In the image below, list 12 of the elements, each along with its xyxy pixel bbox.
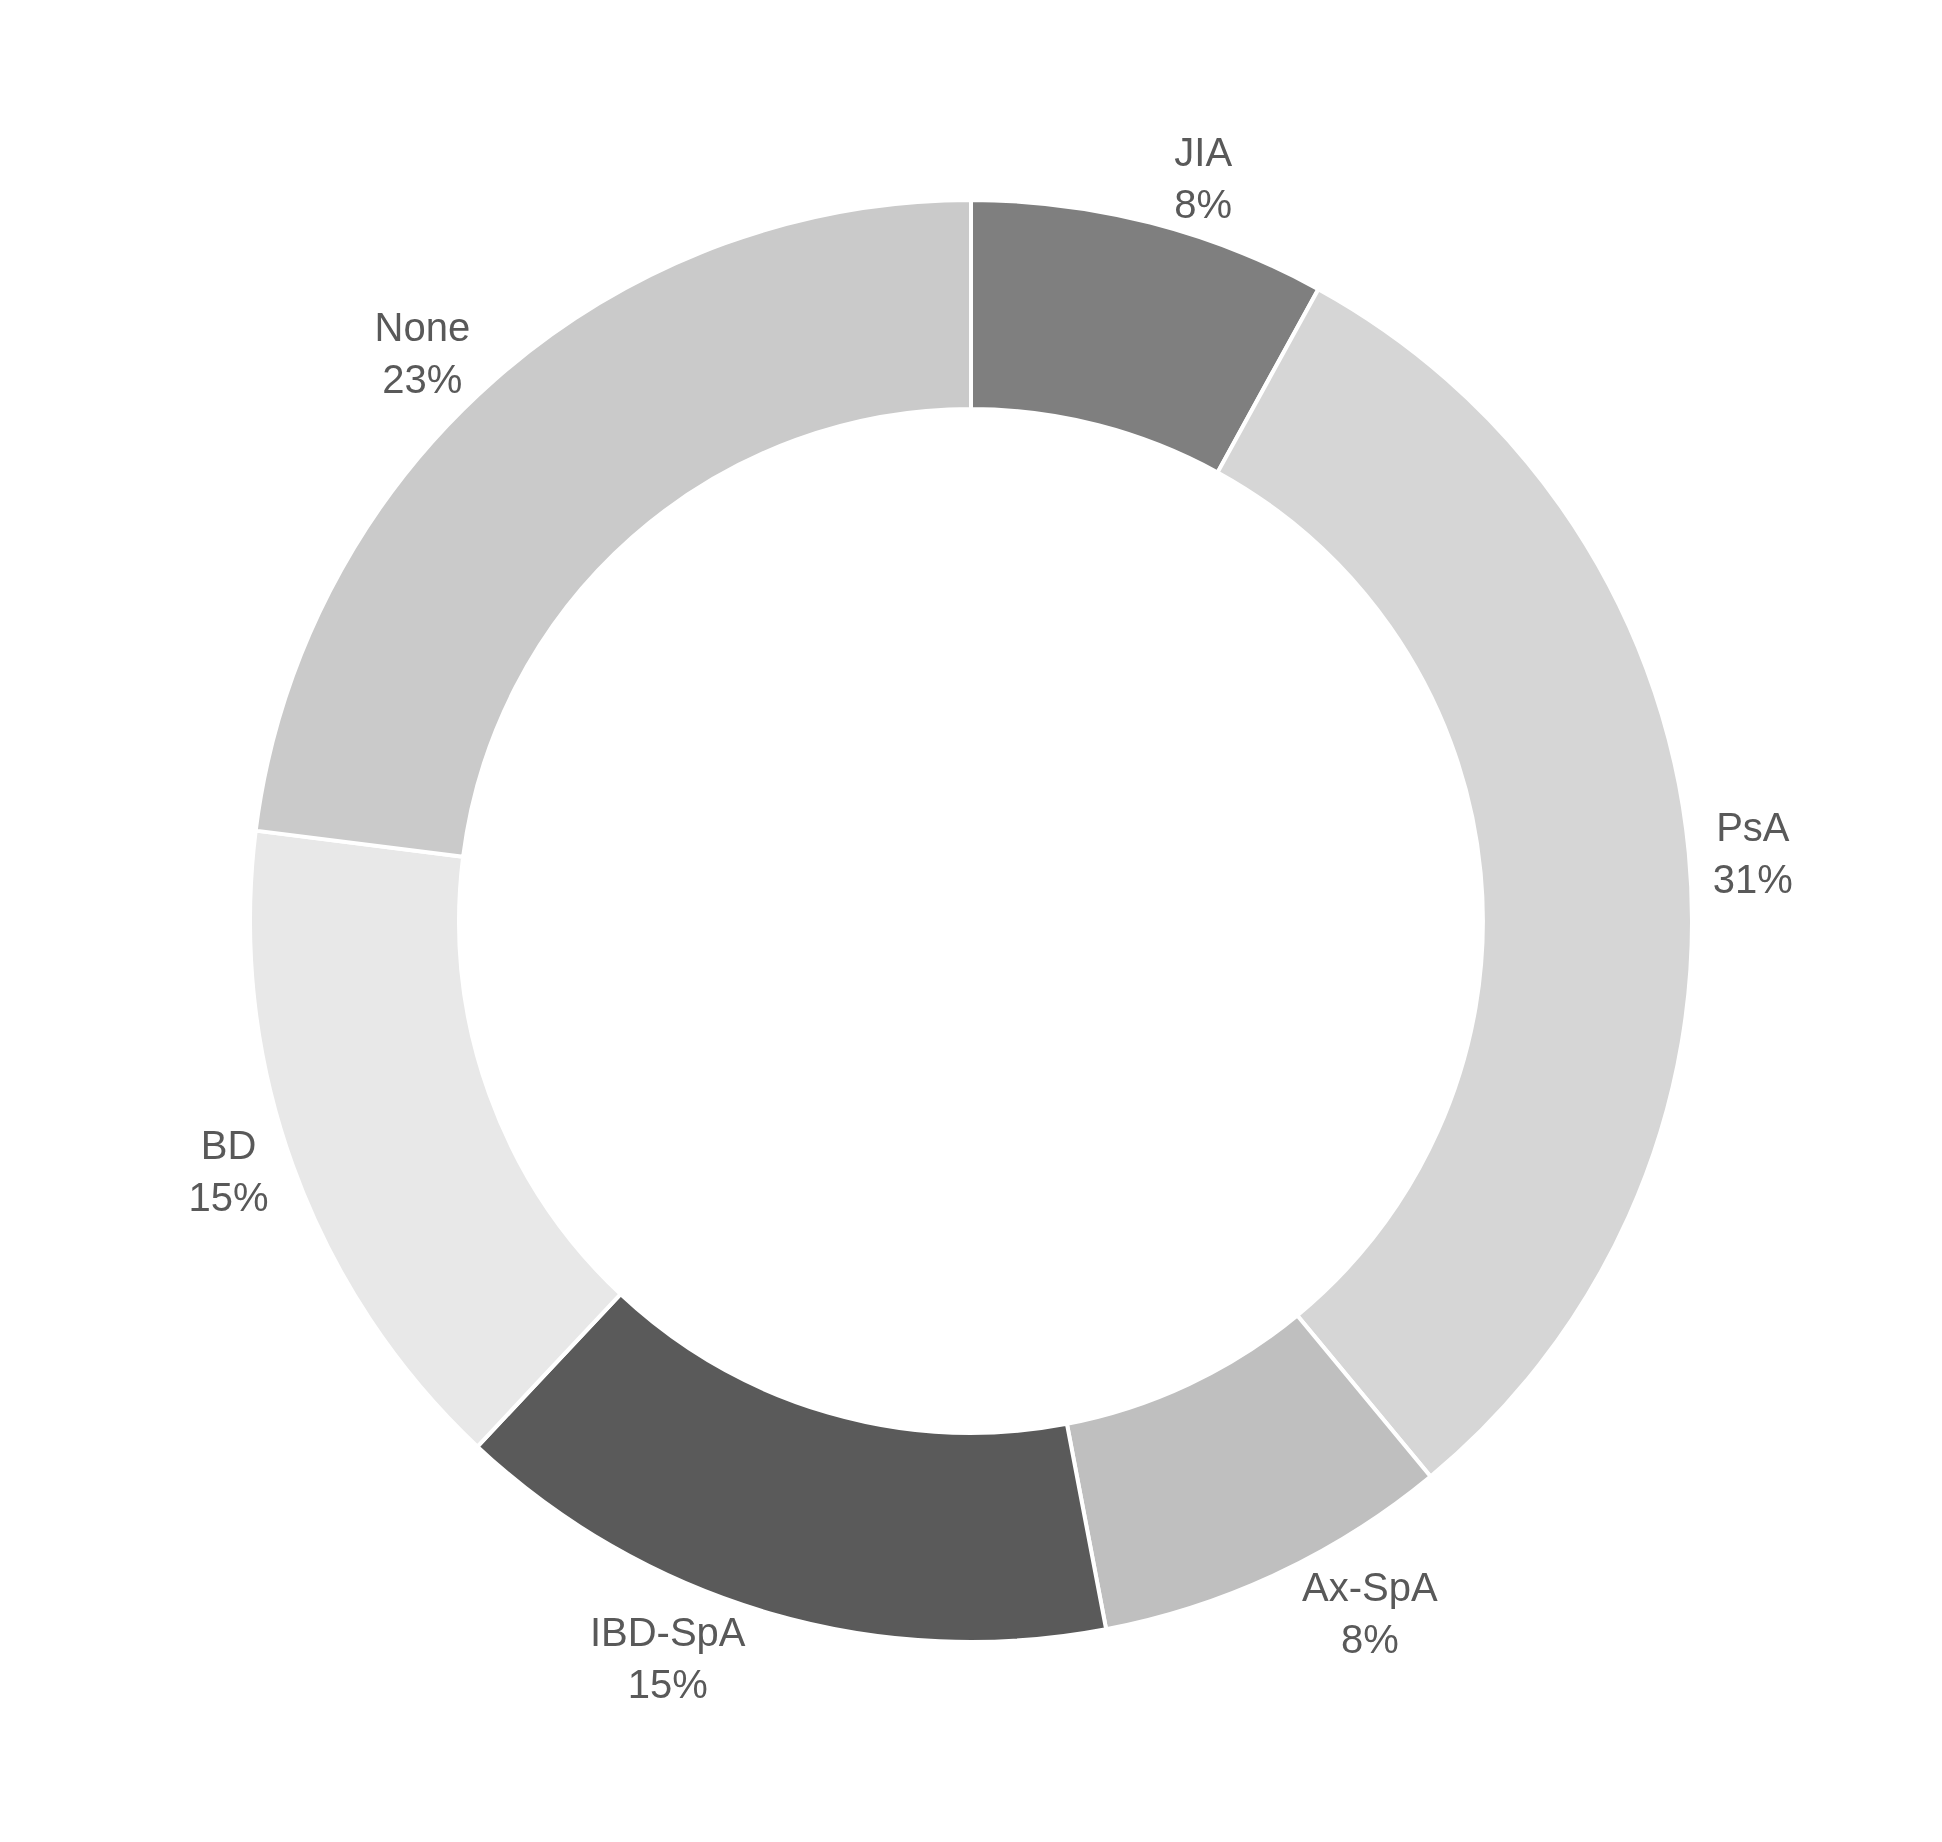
data-label: 8% (1174, 181, 1233, 226)
data-label: 15% (188, 1174, 269, 1219)
data-label: 23% (382, 357, 463, 402)
data-label: 31% (1712, 856, 1793, 901)
data-label: 15% (627, 1661, 708, 1706)
slice-label: JIA (1174, 129, 1233, 174)
slice-label: PsA (1716, 804, 1790, 849)
slice-label: Ax-SpA (1301, 1564, 1438, 1609)
data-label: 8% (1340, 1616, 1399, 1661)
slice-label: IBD-SpA (589, 1609, 746, 1654)
slice-label: BD (200, 1122, 257, 1167)
slice-label: None (374, 305, 471, 350)
